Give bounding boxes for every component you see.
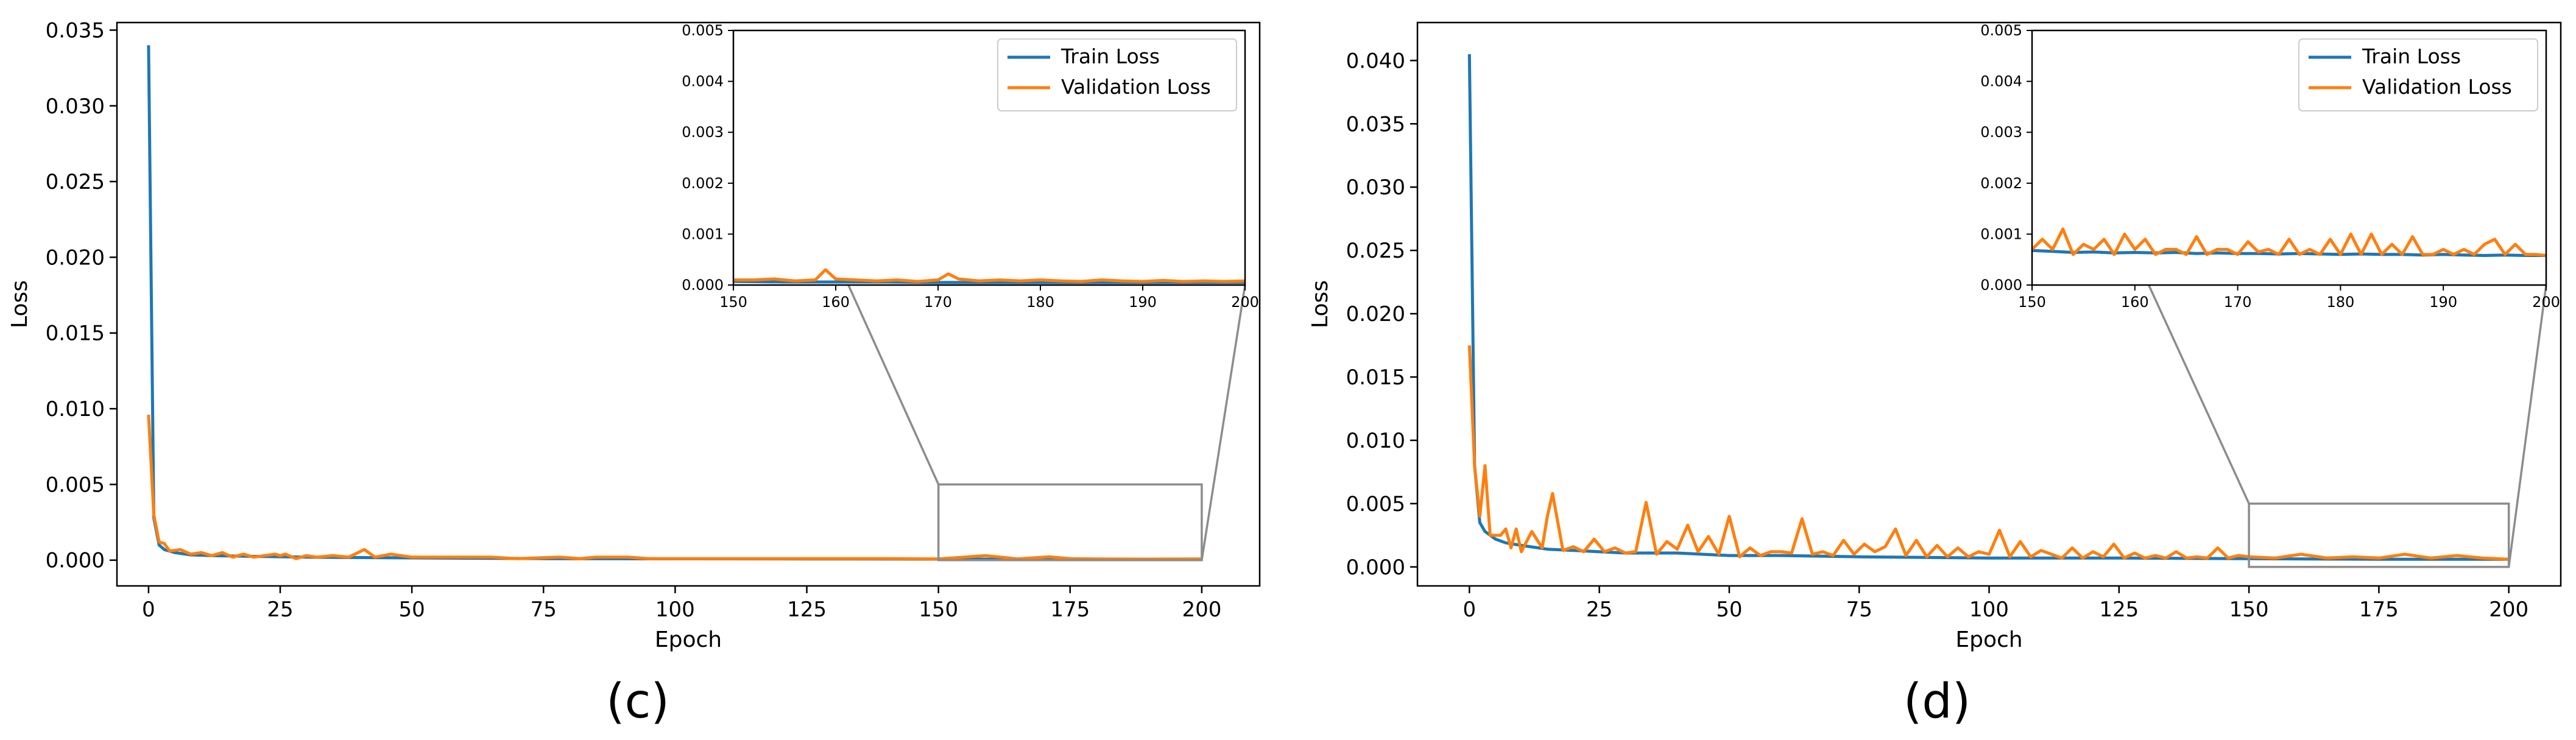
plot-frame <box>116 21 1261 587</box>
panel-d: 0 25 50 75 100 125 150 175 200 0.000 0.005 0.010 0.0… <box>1308 21 2562 729</box>
validation-loss-line <box>1467 345 2509 561</box>
inset-x-tick-label: 170 <box>2224 294 2252 311</box>
y-axis-label: Loss <box>7 280 32 328</box>
zoom-region-box <box>937 483 1203 562</box>
inset-train-loss-line <box>2031 248 2546 257</box>
x-tick-label: 200 <box>1182 597 1221 622</box>
y-tick-label: 0.020 <box>1346 302 1405 326</box>
zoom-connector-line <box>2507 284 2547 568</box>
legend-label: Validation Loss <box>1061 75 1211 99</box>
panel-letter: (c) <box>606 674 669 729</box>
inset-x-tick-label: 170 <box>924 294 952 311</box>
x-tick-label: 100 <box>655 597 695 622</box>
x-tick-label: 175 <box>2359 597 2399 622</box>
inset-x-tick-label: 150 <box>719 294 747 311</box>
inset-x-tick-label: 200 <box>1231 294 1259 311</box>
y-tick-label: 0.030 <box>46 94 105 119</box>
x-tick-label: 0 <box>142 597 155 622</box>
inset-y-tick-label: 0.004 <box>682 73 724 90</box>
y-tick-label: 0.015 <box>46 322 105 346</box>
x-axis-label: Epoch <box>1955 627 2022 652</box>
y-tick-label: 0.035 <box>46 18 105 43</box>
x-tick-label: 200 <box>2489 597 2528 622</box>
x-tick-label: 150 <box>919 597 958 622</box>
legend-label: Train Loss <box>1060 44 1160 68</box>
x-tick-label: 125 <box>787 597 827 622</box>
y-tick-label: 0.025 <box>1346 239 1405 263</box>
inset-train-loss-line <box>733 280 1245 284</box>
inset-x-tick-label: 200 <box>2532 294 2560 311</box>
legend-box <box>2298 38 2538 111</box>
y-tick-label: 0.025 <box>46 170 105 194</box>
inset-y-tick-label: 0.002 <box>1980 175 2022 192</box>
inset-y-tick-label: 0.000 <box>1980 277 2022 294</box>
x-tick-label: 50 <box>398 597 425 622</box>
inset-y-tick-label: 0.002 <box>682 175 724 192</box>
x-tick-label: 50 <box>1716 597 1742 622</box>
x-tick-label: 25 <box>1586 597 1612 622</box>
inset-y-tick-label: 0.001 <box>1980 225 2022 242</box>
x-tick-label: 0 <box>1463 597 1476 622</box>
inset-y-tick-label: 0.000 <box>682 277 724 294</box>
panel-letter: (d) <box>1904 674 1971 729</box>
legend-label: Train Loss <box>2362 44 2461 68</box>
x-axis-label: Epoch <box>655 627 722 652</box>
x-tick-label: 150 <box>2229 597 2269 622</box>
y-tick-label: 0.040 <box>1346 49 1405 73</box>
zoom-connector-line <box>1201 284 1246 561</box>
x-tick-label: 75 <box>1846 597 1872 622</box>
x-tick-label: 25 <box>267 597 293 622</box>
y-tick-label: 0.035 <box>1346 112 1405 136</box>
panel-c: 0 25 50 75 100 125 150 175 200 0.000 0.005 0.010 0.0… <box>7 18 1261 729</box>
inset-x-tick-label: 160 <box>822 294 850 311</box>
y-tick-label: 0.030 <box>1346 175 1405 200</box>
inset-x-tick-label: 150 <box>2018 294 2046 311</box>
inset-y-tick-label: 0.003 <box>682 124 724 141</box>
inset-x-tick-label: 180 <box>1026 294 1054 311</box>
inset-y-tick-label: 0.001 <box>682 225 724 242</box>
y-axis-label: Loss <box>1308 280 1333 328</box>
x-tick-label: 75 <box>531 597 557 622</box>
y-tick-label: 0.020 <box>46 245 105 270</box>
y-tick-label: 0.005 <box>1346 492 1405 516</box>
inset-frame <box>2031 29 2547 286</box>
x-tick-label: 175 <box>1050 597 1090 622</box>
inset-x-tick-label: 180 <box>2326 294 2354 311</box>
y-tick-label: 0.015 <box>1346 365 1405 390</box>
inset-y-tick-label: 0.005 <box>682 22 724 39</box>
y-tick-label: 0.010 <box>46 397 105 421</box>
legend-label: Validation Loss <box>2362 75 2512 99</box>
validation-loss-line <box>147 414 1202 561</box>
x-tick-label: 125 <box>2099 597 2139 622</box>
legend-box <box>997 38 1237 111</box>
inset-y-tick-label: 0.005 <box>1980 22 2022 39</box>
inset-y-tick-label: 0.004 <box>1980 73 2022 90</box>
inset-frame <box>732 29 1246 286</box>
inset-x-tick-label: 160 <box>2121 294 2149 311</box>
inset-x-tick-label: 190 <box>2429 294 2457 311</box>
y-tick-label: 0.005 <box>46 473 105 497</box>
inset-x-tick-label: 190 <box>1129 294 1157 311</box>
y-tick-label: 0.000 <box>46 549 105 573</box>
inset-y-tick-label: 0.003 <box>1980 124 2022 141</box>
inset-validation-loss-line <box>733 268 1246 283</box>
y-tick-label: 0.000 <box>1346 555 1405 580</box>
y-tick-label: 0.010 <box>1346 429 1405 453</box>
inset-validation-loss-line <box>2031 227 2547 257</box>
x-tick-label: 100 <box>1969 597 2009 622</box>
zoom-region-box <box>2248 502 2510 568</box>
